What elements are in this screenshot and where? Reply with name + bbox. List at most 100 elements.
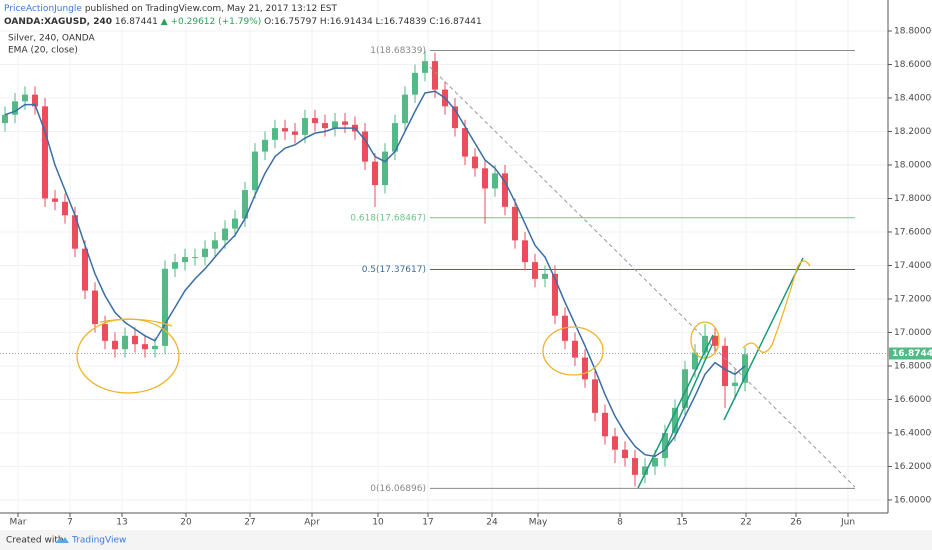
candle-body <box>22 94 28 102</box>
candle-body <box>412 72 418 95</box>
x-tick-label: May <box>529 518 548 528</box>
candle-body <box>92 290 98 325</box>
candle-body <box>132 335 138 345</box>
candle-body <box>42 106 48 199</box>
candle-body <box>542 273 548 279</box>
candle-body <box>102 324 108 341</box>
symbol: OANDA:XAGUSD, 240 <box>4 17 112 27</box>
candle-body <box>742 354 748 383</box>
candle-body <box>332 121 338 129</box>
candle-body <box>232 218 238 229</box>
y-tick-label: 16.80000 <box>894 361 932 371</box>
candle-body <box>252 151 258 191</box>
candle-body <box>592 379 598 413</box>
candle-body <box>522 240 528 263</box>
highlight-ellipse <box>690 321 720 359</box>
candle-body <box>472 156 478 169</box>
candle-body <box>572 340 578 358</box>
candle-body <box>262 139 268 152</box>
y-tick-label: 18.60000 <box>894 60 932 70</box>
candle-body <box>582 357 588 380</box>
fib-label: 0(16.06896) <box>370 484 426 494</box>
quote-change: ▲ +0.29612 (+1.79%) <box>161 17 262 27</box>
highlight-stroke <box>99 318 173 327</box>
y-tick-label: 17.40000 <box>894 261 932 271</box>
x-tick-label: 27 <box>244 518 255 528</box>
candle-body <box>82 248 88 291</box>
candle-body <box>652 458 658 467</box>
legend-main: Silver, 240, OANDA <box>8 34 95 44</box>
candle-body <box>172 262 178 269</box>
annotations <box>76 61 856 489</box>
channel-line <box>637 334 714 489</box>
x-tick-label: 24 <box>486 518 498 528</box>
candle-body <box>142 344 148 350</box>
fib-label: 1(18.68339) <box>370 46 426 56</box>
footer-text: Created with <box>6 536 64 546</box>
candle-body <box>662 432 668 459</box>
x-tick-label: 22 <box>740 518 751 528</box>
candle-body <box>222 228 228 241</box>
footer-brand[interactable]: TradingView <box>71 536 126 546</box>
candle-body <box>732 382 738 387</box>
y-tick-label: 18.20000 <box>894 127 932 137</box>
x-tick-label: Jun <box>840 518 855 528</box>
y-tick-label: 16.00000 <box>894 495 932 505</box>
candle-body <box>162 268 168 346</box>
candle-body <box>612 436 618 450</box>
candle-body <box>152 345 158 350</box>
candle-body <box>322 123 328 129</box>
x-tick-label: 8 <box>617 518 623 528</box>
quote-line: OANDA:XAGUSD, 240 16.87441 ▲ +0.29612 (+… <box>4 17 482 27</box>
trend-line <box>424 61 856 488</box>
candle-body <box>292 131 298 135</box>
candle-body <box>532 262 538 279</box>
quote-open: O:16.75797 <box>264 17 317 27</box>
fib-label: 0.618(17.68467) <box>350 213 426 223</box>
y-tick-label: 17.00000 <box>894 328 932 338</box>
candle-body <box>492 173 498 189</box>
candle-body <box>622 449 628 459</box>
candle-body <box>392 123 398 152</box>
last-price-label: 16.87441 <box>892 349 932 359</box>
candle-body <box>552 273 558 316</box>
candle-body <box>422 61 428 73</box>
axes: 16.00000 16.20000 16.40000 16.60000 16.80000… <box>10 26 932 528</box>
header-line: PriceActionJungle published on TradingVi… <box>4 4 338 14</box>
candle-body <box>312 118 318 124</box>
candle-body <box>342 121 348 125</box>
legend-ema: EMA (20, close) <box>8 46 78 56</box>
candle-body <box>122 335 128 350</box>
candle-body <box>482 168 488 189</box>
candle-body <box>242 190 248 219</box>
quote-low: L:16.74839 <box>376 17 427 27</box>
quote-close: C:16.87441 <box>429 17 481 27</box>
candle-body <box>2 114 8 124</box>
quote-high: H:16.91434 <box>320 17 373 27</box>
x-tick-label: 17 <box>422 518 433 528</box>
candle-body <box>712 335 718 346</box>
candle-body <box>462 128 468 157</box>
last-price-tag <box>889 347 932 360</box>
x-tick-label: 10 <box>372 518 384 528</box>
plot-area: 1(18.68339) 0.618(17.68467) 0.5(17.37617) 0… <box>0 0 888 513</box>
candle-body <box>382 151 388 186</box>
candle-body <box>32 94 38 107</box>
y-tick-label: 18.80000 <box>894 26 932 36</box>
y-tick-label: 16.20000 <box>894 462 932 472</box>
candle-body <box>672 407 678 433</box>
candle-body <box>182 257 188 263</box>
candle-body <box>402 94 408 124</box>
y-tick-label: 18.00000 <box>894 160 932 170</box>
fib-label: 0.5(17.37617) <box>362 265 426 275</box>
y-tick-label: 17.60000 <box>894 227 932 237</box>
y-tick-label: 17.80000 <box>894 194 932 204</box>
candle-body <box>362 131 368 162</box>
projection-curve <box>742 260 811 353</box>
candle-body <box>282 128 288 132</box>
candle-body <box>302 118 308 135</box>
candle-body <box>632 458 638 475</box>
candle-body <box>682 369 688 408</box>
candle-body <box>52 198 58 202</box>
